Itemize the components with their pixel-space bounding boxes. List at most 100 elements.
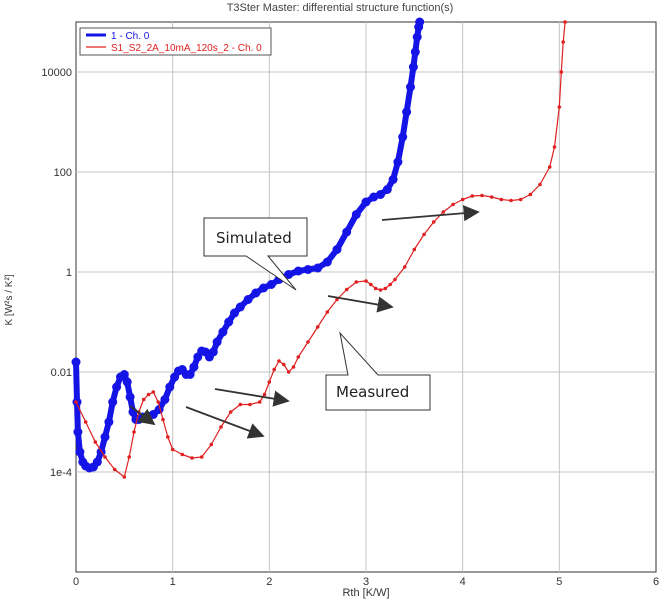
series-1-point [185,370,195,379]
series-1-point [75,447,85,457]
x-tick-label: 0 [73,576,79,588]
series-1-point [235,302,245,312]
series-2-point [369,282,373,287]
comparison-arrows [129,205,480,439]
series-1-point [100,432,110,442]
x-tick-label: 3 [363,576,369,588]
legend-label-2: S1_S2_2A_10mA_120s_2 - Ch. 0 [111,43,262,54]
series-1-point [230,308,239,318]
series-1-point [218,327,228,337]
series-2-point [228,410,233,414]
series-2-point [559,70,564,74]
series-2-point [561,40,565,44]
series-2-point [190,456,194,460]
series-2-point [460,197,465,202]
y-tick-labels: 10000 100 1 0.01 1e-4 [41,67,72,479]
chart-title: T3Ster Master: differential structure fu… [227,2,454,14]
series-2-point [272,367,277,372]
series-2-point [518,197,523,202]
series-2-point [509,198,513,203]
series-1-point [410,47,420,57]
x-tick-label: 2 [266,576,272,588]
series-1-point [382,185,392,194]
series-1-point [259,283,268,293]
series-2-point [122,475,127,479]
series-2-point [422,232,426,237]
series-1-point [92,457,102,467]
series-1-point [112,382,122,392]
series-2-point [209,442,214,447]
series-2-point [431,220,436,224]
series-2-point [383,286,388,291]
series-2-point [388,282,393,287]
series-2-point [393,277,397,282]
y-tick-label: 100 [54,167,72,179]
series-2-point [103,455,107,459]
series-1-point [293,266,303,276]
series-2-point [248,402,252,407]
series-2-point [344,287,349,292]
legend: 1 - Ch. 0 S1_S2_2A_10mA_120s_2 - Ch. 0 [79,27,272,56]
series-1-point [408,62,418,72]
series-2-point [132,430,136,434]
series-2-point [552,145,557,149]
arrow-2 [185,406,265,439]
series-1-point [361,197,371,207]
series-2-point [378,288,383,292]
series-1-point [266,280,276,289]
arrow-3 [214,388,290,407]
series-1-point [119,370,129,379]
series-2-point [296,355,301,359]
series-2-point [364,279,368,283]
series-2-point [219,425,223,429]
series-1-point [388,175,398,184]
y-tick-label: 1e-4 [50,467,72,479]
x-tick-label: 5 [556,576,562,588]
series-1-point [313,263,323,273]
series-2-point [563,20,567,24]
y-axis-label: K [W²s / K²] [4,274,15,325]
series-2-point [161,417,165,422]
series-2-point [402,265,407,269]
series-1-point [415,17,425,27]
series-1-point [369,192,379,202]
series-1-point [160,395,170,404]
series-1-point [393,157,403,167]
x-axis-label: Rth [K/W] [342,587,389,599]
x-tick-labels: 0 1 2 3 4 5 6 [73,576,659,588]
series-2-point [170,447,175,452]
series-2-point [262,392,267,397]
series-2-point [127,455,131,459]
legend-label-1: 1 - Ch. 0 [111,31,150,42]
series-2-point [528,192,533,197]
series-1-point [402,107,412,117]
series-2-point [489,195,494,199]
callout-measured: Measured [325,331,431,411]
series-1-point [251,288,261,298]
series-2-point [480,193,484,198]
arrow-5 [381,205,480,222]
series-2-point [315,325,320,329]
series-2-point [257,400,262,404]
y-tick-label: 0.01 [51,367,72,379]
y-tick-label: 10000 [41,67,72,79]
series-2-point [180,452,185,457]
series-2-point [291,365,296,369]
series-2-point [441,210,446,214]
series-2-point [166,435,170,439]
series-2-point [547,165,552,169]
callout-simulated: Simulated [203,217,308,291]
series-1-point [351,210,361,219]
series-2-point [238,402,243,407]
series-2-point [451,202,455,207]
series-1-point [303,265,313,274]
series-1-point [189,362,199,372]
series-1-point [284,270,294,279]
series-1-point [104,417,114,427]
series-1-point [71,357,81,367]
series-2-point [325,310,330,314]
callout-measured-label: Measured [336,383,409,401]
series-1-point [376,190,385,199]
